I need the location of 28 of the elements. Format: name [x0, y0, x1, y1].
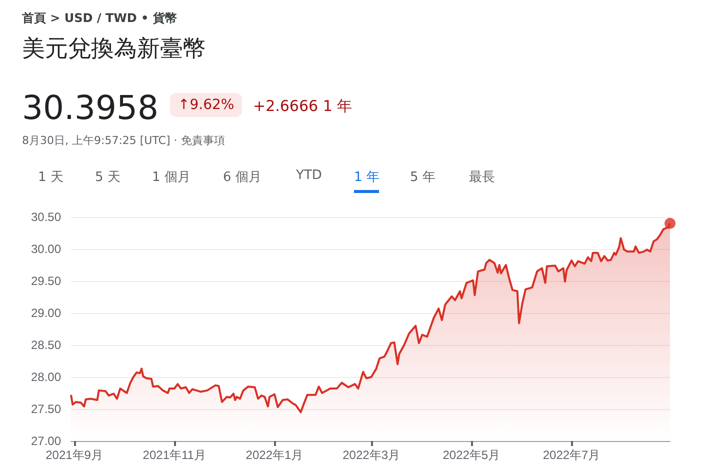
y-tick-label: 30.00: [30, 242, 62, 256]
text: 6 個月: [223, 169, 262, 186]
y-tick-label: 29.00: [30, 306, 62, 320]
text: 最長: [469, 169, 495, 186]
text: 1 天: [38, 169, 64, 186]
y-tick-label: 30.50: [30, 210, 62, 224]
x-tick-label: 2022年5月: [442, 448, 500, 462]
x-tick-label: 2021年11月: [142, 448, 206, 462]
text: 5 天: [95, 169, 120, 186]
text: ↑9.62%: [170, 93, 242, 117]
text: YTD: [296, 168, 322, 183]
text: 1 個月: [152, 169, 190, 186]
text: +2.6666 1 年: [253, 97, 352, 116]
chart-title: 美元兌換為新臺幣: [22, 35, 206, 64]
text: 1 年: [354, 168, 380, 193]
y-tick-label: 27.50: [30, 402, 62, 416]
x-tick-label: 2022年7月: [542, 448, 600, 462]
y-tick-label: 27.00: [30, 434, 62, 448]
text: 8月30日, 上午9:57:25 [UTC] · 免責事項: [22, 133, 225, 148]
chart-subtitle: 首頁 > USD / TWD • 貨幣: [22, 10, 177, 27]
text: 30.3958: [22, 88, 158, 127]
y-tick-label: 28.00: [30, 370, 62, 384]
x-tick-label: 2021年9月: [46, 448, 103, 462]
y-tick-label: 28.50: [30, 338, 62, 352]
y-tick-label: 29.50: [30, 274, 62, 288]
x-tick-label: 2022年3月: [342, 448, 400, 462]
text: 5 年: [410, 169, 436, 186]
x-tick-label: 2022年1月: [246, 448, 304, 462]
